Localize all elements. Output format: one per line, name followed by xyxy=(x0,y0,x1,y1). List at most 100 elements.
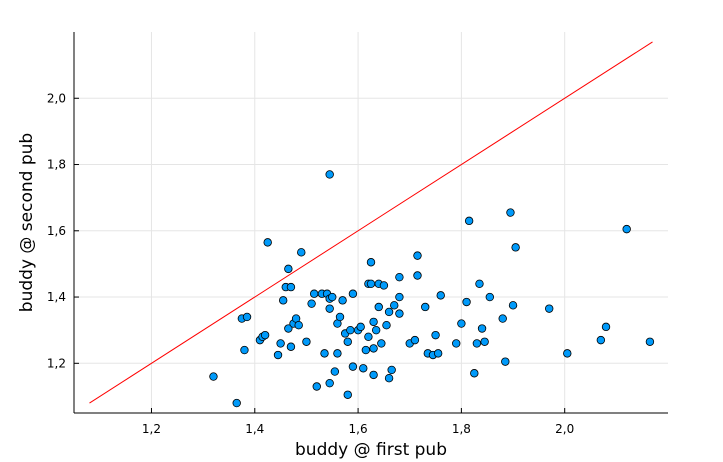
data-point xyxy=(338,296,347,305)
data-point xyxy=(343,337,352,346)
x-axis-title: buddy @ first pub xyxy=(295,440,447,460)
reference-line-group xyxy=(89,41,653,404)
data-point xyxy=(452,339,461,348)
y-tick-label: 1,8 xyxy=(47,158,66,172)
data-point xyxy=(297,248,306,257)
data-point xyxy=(359,364,368,373)
data-point xyxy=(431,330,440,340)
data-point xyxy=(369,317,378,327)
data-point xyxy=(284,324,293,333)
data-point xyxy=(242,312,252,322)
data-point xyxy=(472,339,482,348)
data-point xyxy=(410,335,420,345)
data-point xyxy=(387,365,396,375)
data-point xyxy=(232,398,241,408)
grid-lines xyxy=(74,32,668,413)
data-point xyxy=(545,304,554,313)
data-point xyxy=(286,282,296,292)
tick-labels: 1,2 1,4 1,6 1,8 2,0 1,2 1,4 1,6 1,8 2,0 xyxy=(47,91,574,436)
data-point xyxy=(328,292,337,302)
data-point xyxy=(348,362,358,371)
data-point xyxy=(312,382,321,391)
x-tick-label: 2,0 xyxy=(555,422,574,436)
data-point xyxy=(563,349,572,358)
data-point xyxy=(366,279,376,288)
y-tick-label: 1,2 xyxy=(47,356,66,370)
data-point xyxy=(475,279,484,288)
data-point xyxy=(325,170,334,179)
data-point xyxy=(364,332,373,341)
data-point xyxy=(286,342,296,351)
data-point xyxy=(333,349,342,358)
y-tick-label: 1,4 xyxy=(47,290,66,304)
x-tick-label: 1,8 xyxy=(452,422,471,436)
data-point xyxy=(307,299,316,308)
data-point xyxy=(436,291,445,300)
data-point xyxy=(464,216,474,226)
data-point xyxy=(470,369,479,378)
data-point xyxy=(501,357,510,366)
data-point xyxy=(622,224,631,234)
data-point xyxy=(433,349,443,358)
data-point xyxy=(361,345,371,355)
data-point xyxy=(480,337,489,346)
data-point xyxy=(325,378,334,388)
data-point xyxy=(374,302,383,312)
data-point xyxy=(371,325,381,335)
data-point xyxy=(390,301,399,310)
data-point xyxy=(335,312,345,322)
data-point xyxy=(369,344,378,353)
data-point xyxy=(366,258,376,267)
data-point xyxy=(325,304,334,313)
data-point xyxy=(209,372,218,381)
data-point xyxy=(384,374,394,383)
data-point xyxy=(508,301,518,310)
data-point xyxy=(284,264,293,274)
data-point xyxy=(506,208,515,217)
data-point xyxy=(346,325,355,335)
reference-line xyxy=(89,41,653,404)
data-point xyxy=(413,251,422,260)
data-point xyxy=(348,289,358,298)
data-point xyxy=(511,243,520,252)
data-point xyxy=(601,322,611,332)
data-point xyxy=(278,296,288,305)
data-point xyxy=(457,319,466,328)
data-point xyxy=(260,330,270,340)
data-point xyxy=(294,321,303,330)
data-point xyxy=(421,302,430,312)
data-point xyxy=(377,339,386,348)
data-point xyxy=(320,349,329,358)
x-tick-label: 1,2 xyxy=(142,422,161,436)
data-point xyxy=(343,390,352,399)
data-point xyxy=(330,367,340,376)
data-point xyxy=(596,335,606,345)
data-point xyxy=(382,321,391,330)
data-point xyxy=(395,292,404,302)
data-point xyxy=(379,281,389,290)
data-point xyxy=(645,337,655,346)
axes xyxy=(73,32,668,414)
data-point xyxy=(395,309,404,318)
y-axis-title: buddy @ second pub xyxy=(17,133,37,312)
data-point xyxy=(302,337,311,346)
data-point xyxy=(485,292,494,302)
data-point xyxy=(263,238,272,247)
x-tick-label: 1,6 xyxy=(349,422,368,436)
data-point xyxy=(498,314,507,323)
data-point xyxy=(369,370,378,380)
y-tick-label: 1,6 xyxy=(47,224,66,238)
data-point xyxy=(413,271,422,280)
x-tick-label: 1,4 xyxy=(245,422,264,436)
data-point xyxy=(395,272,404,282)
data-point xyxy=(309,289,319,298)
data-point xyxy=(384,307,394,317)
y-tick-label: 2,0 xyxy=(47,91,66,105)
data-point xyxy=(273,350,283,360)
data-point xyxy=(240,345,249,355)
data-point xyxy=(462,297,471,307)
data-point xyxy=(276,339,285,348)
data-point xyxy=(356,322,365,332)
data-points xyxy=(209,170,655,408)
